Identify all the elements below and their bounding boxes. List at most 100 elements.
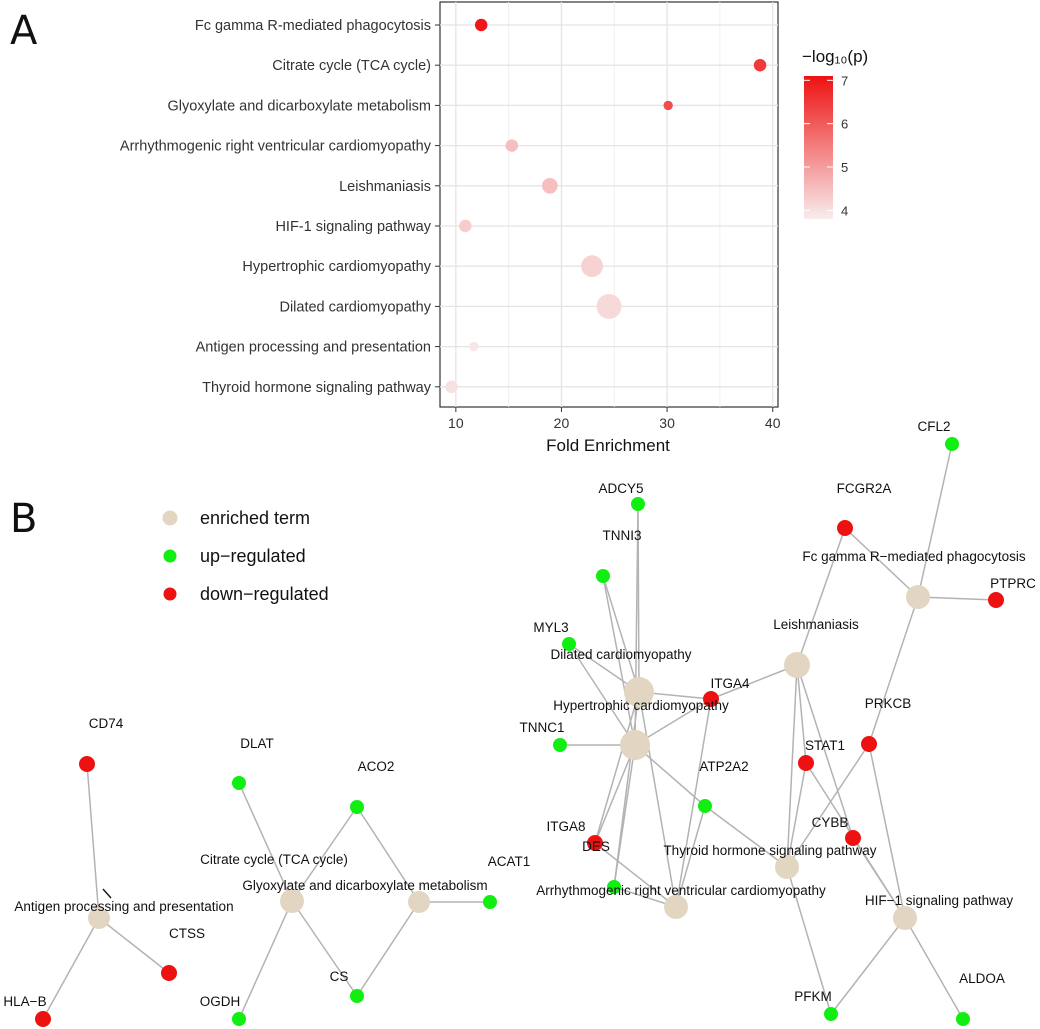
- gene-node-aco2: [350, 800, 364, 814]
- colorbar-bar: [804, 76, 833, 219]
- colorbar-legend: −log₁₀(p) 4 5 6 7: [802, 47, 868, 219]
- edge-hypertrophic-cardiomyopathy--des: [613, 744, 636, 888]
- network-labels: Fc gamma R−mediated phagocytosis Leishman…: [3, 419, 1036, 1009]
- term-node-glyoxylate-and-dicarboxylate-metabolism: [408, 891, 430, 913]
- gene-node-ptprc: [988, 592, 1004, 608]
- node-label-prkcb: PRKCB: [865, 696, 912, 711]
- edge-hypertrophic-cardiomyopathy--atp2a2: [634, 744, 706, 807]
- edge-leishmaniasis--thyroid-hormone-signaling-pathway: [786, 664, 798, 868]
- edge-leishmaniasis--fcgr2a: [796, 527, 846, 666]
- node-label-hif-1-signaling-pathway: HIF−1 signaling pathway: [865, 893, 1013, 908]
- node-label-hypertrophic-cardiomyopathy: Hypertrophic cardiomyopathy: [553, 698, 729, 713]
- gene-node-dlat: [232, 776, 246, 790]
- y-tick-label: Thyroid hormone signaling pathway: [202, 380, 432, 396]
- edge-arrhythmogenic-right-ventricular-cardiomyopathy--itga8: [594, 842, 677, 908]
- term-node-dilated-cardiomyopathy: [624, 677, 654, 707]
- x-tick-label: 30: [659, 415, 675, 431]
- data-point-antigen-processing-and-presentation: [469, 341, 479, 352]
- y-tick-label: HIF-1 signaling pathway: [275, 219, 431, 235]
- node-label-glyoxylate-and-dicarboxylate-metabolism: Glyoxylate and dicarboxylate metabolism: [242, 878, 487, 893]
- gene-node-adcy5: [631, 497, 645, 511]
- edge-arrhythmogenic-right-ventricular-cardiomyopathy--atp2a2: [675, 805, 706, 908]
- panel-a-label: A: [10, 8, 38, 54]
- gene-node-pfkm: [824, 1007, 838, 1021]
- gene-node-cs: [350, 989, 364, 1003]
- edge-antigen-processing-and-presentation--cd74: [86, 763, 100, 919]
- y-tick-label: Antigen processing and presentation: [196, 340, 431, 356]
- gene-node-fcgr2a: [837, 520, 853, 536]
- edge-thyroid-hormone-signaling-pathway--atp2a2: [704, 805, 788, 868]
- legend-label-up-regulated: up−regulated: [200, 546, 306, 566]
- legend-swatch-down-regulated: [163, 587, 177, 601]
- data-point-citrate-cycle-tca-cycle: [753, 58, 767, 72]
- term-node-arrhythmogenic-right-ventricular-cardiomyopathy: [664, 895, 688, 919]
- term-node-hypertrophic-cardiomyopathy: [620, 730, 650, 760]
- x-axis-title: Fold Enrichment: [546, 436, 670, 455]
- gene-node-cybb: [845, 830, 861, 846]
- node-label-tnni3: TNNI3: [602, 528, 641, 543]
- panel-b-label: B: [10, 496, 37, 542]
- node-label-citrate-cycle-tca-cycle: Citrate cycle (TCA cycle): [200, 852, 348, 867]
- node-label-hla-b: HLA−B: [3, 994, 46, 1009]
- edge-hif-1-signaling-pathway--pfkm: [830, 917, 906, 1015]
- node-label-antigen-processing-and-presentation: Antigen processing and presentation: [14, 899, 233, 914]
- y-tick-label: Glyoxylate and dicarboxylate metabolism: [167, 98, 431, 114]
- edge-antigen-processing-and-presentation--hla-b: [42, 917, 100, 1020]
- y-tick-label: Hypertrophic cardiomyopathy: [242, 259, 431, 275]
- data-point-hypertrophic-cardiomyopathy: [581, 255, 603, 278]
- gene-node-prkcb: [861, 736, 877, 752]
- node-label-arrhythmogenic-right-ventricular-cardiomyopathy: Arrhythmogenic right ventricular cardiom…: [536, 883, 826, 898]
- colorbar-tick-label: 7: [841, 73, 848, 88]
- node-label-adcy5: ADCY5: [598, 481, 643, 496]
- y-tick-label: Arrhythmogenic right ventricular cardiom…: [120, 139, 432, 155]
- edge-dilated-cardiomyopathy--arrhythmogenic-right-ventricular-cardiomyopathy: [638, 691, 677, 908]
- node-label-fc-gamma-r-mediated-phagocytosis: Fc gamma R−mediated phagocytosis: [802, 549, 1025, 564]
- x-tick-label: 40: [765, 415, 781, 431]
- edge-dilated-cardiomyopathy--itga8: [594, 691, 640, 844]
- edge-citrate-cycle-tca-cycle--dlat: [238, 782, 293, 902]
- edge-leishmaniasis--itga4: [710, 664, 798, 700]
- edge-fc-gamma-r-mediated-phagocytosis--ptprc: [917, 596, 997, 601]
- term-node-leishmaniasis: [784, 652, 810, 678]
- colorbar-tick-label: 4: [841, 203, 848, 218]
- legend-swatch-up-regulated: [163, 549, 177, 563]
- x-tick-label: 20: [554, 415, 570, 431]
- node-label-tnnc1: TNNC1: [519, 720, 564, 735]
- edge-dilated-cardiomyopathy--tnni3: [602, 575, 640, 693]
- data-point-glyoxylate-and-dicarboxylate-metabolism: [663, 100, 673, 111]
- gene-node-aldoa: [956, 1012, 970, 1026]
- node-label-cfl2: CFL2: [917, 419, 950, 434]
- node-label-cs: CS: [330, 969, 349, 984]
- term-node-hif-1-signaling-pathway: [893, 906, 917, 930]
- term-node-fc-gamma-r-mediated-phagocytosis: [906, 585, 930, 609]
- edge-hypertrophic-cardiomyopathy--tnni3: [602, 575, 636, 746]
- edge-leishmaniasis--cybb: [796, 664, 854, 839]
- node-label-aco2: ACO2: [358, 759, 395, 774]
- edge-fc-gamma-r-mediated-phagocytosis--fcgr2a: [844, 527, 919, 598]
- edge-marker: [102, 888, 112, 899]
- gene-node-tnni3: [596, 569, 610, 583]
- gene-node-ctss: [161, 965, 177, 981]
- dotplot-chart: Fc gamma R-mediated phagocytosis Citrate …: [120, 1, 781, 455]
- term-node-antigen-processing-and-presentation: [88, 907, 110, 929]
- legend-swatch-enriched-term: [162, 510, 178, 526]
- node-label-ptprc: PTPRC: [990, 576, 1036, 591]
- edge-citrate-cycle-tca-cycle--aco2: [291, 806, 358, 902]
- edge-hypertrophic-cardiomyopathy--itga8: [594, 744, 636, 844]
- node-label-aldoa: ALDOA: [959, 971, 1005, 986]
- edge-fc-gamma-r-mediated-phagocytosis--cfl2: [917, 443, 953, 598]
- edge-glyoxylate-and-dicarboxylate-metabolism--cs: [356, 901, 420, 997]
- edge-antigen-processing-and-presentation--ctss: [98, 917, 170, 974]
- y-tick-label: Leishmaniasis: [339, 179, 431, 195]
- edge-hif-1-signaling-pathway--prkcb: [868, 743, 906, 919]
- gene-node-itga4: [703, 691, 719, 707]
- node-label-cd74: CD74: [89, 716, 124, 731]
- node-label-leishmaniasis: Leishmaniasis: [773, 617, 859, 632]
- legend-label-down-regulated: down−regulated: [200, 584, 329, 604]
- node-label-cybb: CYBB: [812, 815, 849, 830]
- y-tick-label: Citrate cycle (TCA cycle): [272, 58, 431, 74]
- node-label-ctss: CTSS: [169, 926, 205, 941]
- data-point-hif-1-signaling-pathway: [459, 219, 472, 233]
- node-label-des: DES: [582, 839, 610, 854]
